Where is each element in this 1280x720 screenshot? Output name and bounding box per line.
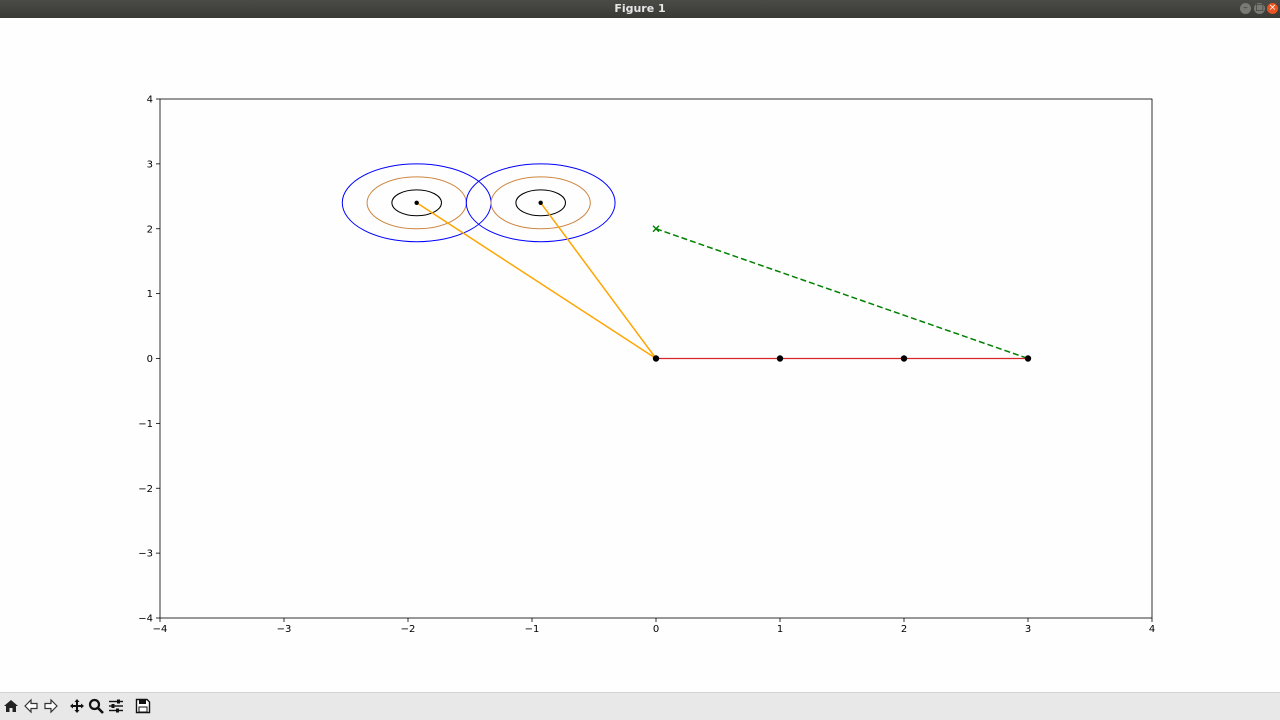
plot-svg: −4 −3 −2 −1 0 1 2 3 4 −4 −3 −2 −1 0 1 2 3 4 [138, 95, 1155, 636]
x-tick-label: 0 [653, 624, 659, 635]
chain-joint-point [652, 355, 660, 362]
x-tick-label: −3 [277, 624, 292, 635]
magnifier-icon [88, 698, 104, 714]
figure-canvas: −4 −3 −2 −1 0 1 2 3 4 −4 −3 −2 −1 0 1 2 3 4 [0, 18, 1280, 692]
x-tick-label: 1 [777, 624, 783, 635]
y-tick-label: −3 [138, 549, 153, 560]
arrow-left-icon [24, 698, 38, 714]
inner-circle [391, 189, 442, 217]
goal-x-marker [652, 225, 660, 233]
home-icon [4, 700, 18, 712]
middle-circle [490, 176, 591, 230]
configure-subplots-button[interactable] [107, 697, 125, 715]
y-tick-label: 1 [147, 289, 153, 300]
maximize-icon[interactable]: □ [1254, 3, 1265, 14]
target-center-point [538, 200, 543, 205]
close-icon[interactable]: × [1267, 3, 1278, 14]
minimize-icon[interactable]: – [1240, 3, 1251, 14]
target-link-line [540, 202, 657, 359]
x-tick-label: 2 [901, 624, 907, 635]
back-button[interactable] [22, 697, 40, 715]
y-tick-label: 2 [147, 224, 153, 235]
x-tick-label: −2 [401, 624, 416, 635]
navigation-toolbar [0, 692, 1280, 720]
y-tick-label: 3 [147, 159, 153, 170]
forward-button[interactable] [42, 697, 60, 715]
y-tick-label: 4 [147, 95, 153, 106]
pan-button[interactable] [68, 697, 86, 715]
window-titlebar: Figure 1 – □ × [0, 0, 1280, 18]
x-tick-label: 3 [1025, 624, 1031, 635]
arrow-right-icon [44, 698, 58, 714]
y-tick-label: −1 [138, 419, 153, 430]
floppy-disk-icon [135, 698, 151, 714]
chain-joint-point [900, 355, 908, 362]
window-title: Figure 1 [614, 2, 666, 15]
inner-circle [515, 189, 566, 217]
zoom-button[interactable] [87, 697, 105, 715]
y-tick-label: −2 [138, 484, 153, 495]
axes: −4 −3 −2 −1 0 1 2 3 4 −4 −3 −2 −1 0 1 2 3 4 [138, 95, 1155, 636]
x-tick-label: −4 [153, 624, 168, 635]
x-tick-label: −1 [525, 624, 540, 635]
save-button[interactable] [134, 697, 152, 715]
x-tick-label: 4 [1149, 624, 1155, 635]
move-icon [70, 699, 84, 713]
sliders-icon [109, 699, 123, 713]
outer-circle [465, 163, 616, 243]
chain-joint-point [776, 355, 784, 362]
target-link-line [416, 202, 657, 360]
home-button[interactable] [2, 697, 20, 715]
target-center-point [414, 200, 419, 205]
chain-joint-point [1024, 355, 1032, 362]
dashed-goal-line [655, 228, 1029, 360]
y-tick-label: 0 [147, 354, 153, 365]
y-tick-label: −4 [138, 614, 153, 625]
